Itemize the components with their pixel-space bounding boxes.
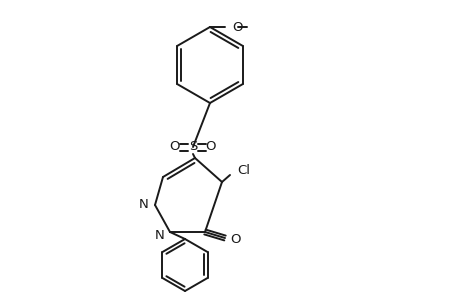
Text: S: S: [188, 140, 197, 154]
Text: O: O: [205, 140, 216, 154]
Text: N: N: [155, 230, 165, 242]
Text: Cl: Cl: [236, 164, 249, 176]
Text: O: O: [230, 233, 240, 247]
Text: O: O: [169, 140, 180, 154]
Text: N: N: [139, 199, 149, 212]
Text: O: O: [231, 20, 242, 34]
